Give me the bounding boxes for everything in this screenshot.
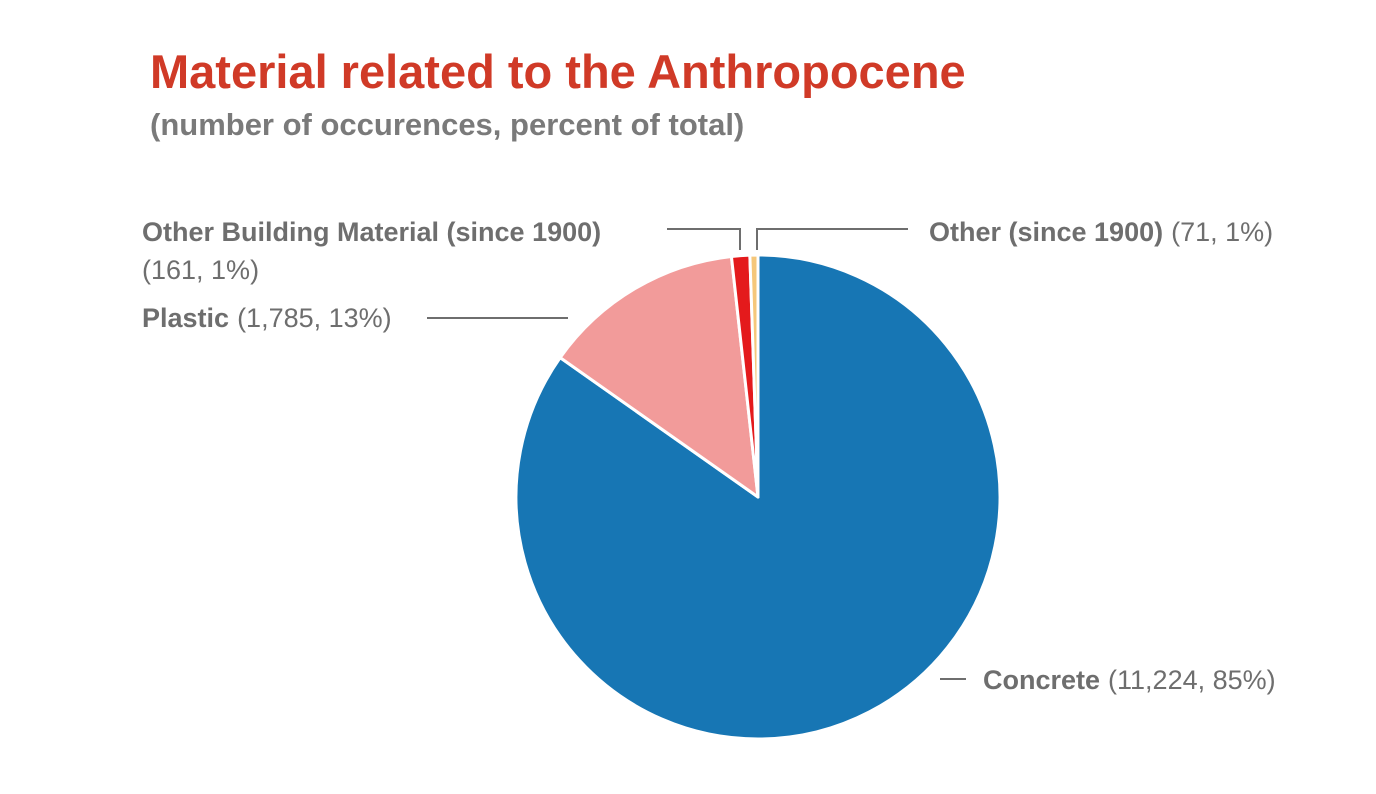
pie-slice-other-since-1900 [748, 253, 760, 499]
slice-label-other-building-name: Other Building Material (since 1900) [142, 217, 601, 247]
pie-slices [514, 253, 1002, 741]
slice-label-value: (1,785, 13%) [237, 303, 392, 333]
slice-label-name: Plastic [142, 303, 229, 333]
chart-subtitle: (number of occurences, percent of total) [150, 107, 745, 142]
slice-label-name: Other (since 1900) [929, 217, 1163, 247]
leader-line-other-building [667, 228, 741, 250]
slice-label-value: (71, 1%) [1171, 217, 1273, 247]
slice-label-name: Concrete [983, 665, 1100, 695]
slice-label-plastic: Plastic (1,785, 13%) [142, 303, 392, 333]
pie-slice-plastic [558, 254, 760, 499]
leader-lines [427, 228, 966, 680]
slice-label-other: Other (since 1900) (71, 1%) [929, 217, 1273, 247]
slice-label-value: (11,224, 85%) [1108, 665, 1276, 695]
slice-label-concrete: Concrete (11,224, 85%) [983, 665, 1276, 695]
leader-line-other [756, 228, 908, 250]
slice-label-other-building-value: (161, 1%) [142, 255, 259, 285]
chart-title: Material related to the Anthropocene [150, 45, 966, 98]
